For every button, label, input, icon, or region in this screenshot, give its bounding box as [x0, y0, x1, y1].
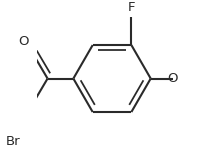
Text: O: O	[19, 35, 29, 48]
Text: F: F	[128, 1, 135, 14]
Text: Br: Br	[5, 135, 20, 148]
Text: O: O	[167, 72, 178, 85]
